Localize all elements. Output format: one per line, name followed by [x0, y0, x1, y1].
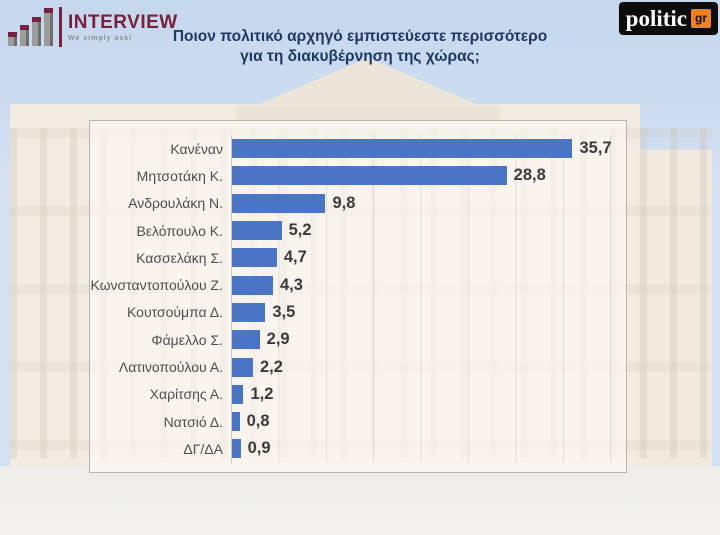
- background-ground: [0, 466, 720, 535]
- bar: [232, 248, 277, 268]
- bar-track: 4,3: [231, 271, 624, 299]
- bar: [232, 330, 260, 350]
- category-label: Φάμελλο Σ.: [151, 331, 223, 348]
- bar: [232, 193, 326, 213]
- bar-track: 4,7: [231, 244, 624, 272]
- bar: [232, 166, 507, 186]
- category-label: Λατινοπούλου Α.: [118, 359, 223, 376]
- chart-row: Λατινοπούλου Α. 2,2: [90, 353, 624, 381]
- chart-row: Μητσοτάκη Κ. 28,8: [90, 162, 624, 190]
- bar-track: 2,2: [231, 353, 624, 381]
- value-label: 28,8: [513, 166, 546, 185]
- bar-track: 2,9: [231, 326, 624, 354]
- bar-track: 5,2: [231, 216, 624, 245]
- chart-rows: Κανέναν 35,7 Μητσοτάκη Κ. 28,8 Ανδρουλάκ…: [90, 135, 624, 463]
- chart-row: Κωνσταντοπούλου Ζ. 4,3: [90, 271, 624, 299]
- chart-row: Κουτσούμπα Δ. 3,5: [90, 298, 624, 327]
- bar-icon-segment: [44, 8, 53, 46]
- chart-title-line2: για τη διακυβέρνηση της χώρας;: [240, 47, 480, 65]
- category-label: Κασσελάκη Σ.: [136, 249, 223, 266]
- value-label: 0,8: [246, 412, 270, 431]
- logo-divider: [59, 7, 62, 47]
- politic-logo: politic gr: [618, 2, 718, 35]
- politic-logo-gr-badge: gr: [691, 9, 711, 28]
- value-label: 0,9: [247, 439, 271, 458]
- politic-logo-text: politic: [625, 6, 687, 31]
- value-label: 9,8: [332, 193, 356, 212]
- interview-logo-text: INTERVIEW: [68, 11, 178, 33]
- value-label: 4,7: [283, 248, 307, 267]
- value-label: 3,5: [272, 302, 296, 321]
- bar: [232, 384, 244, 404]
- value-label: 2,9: [266, 330, 290, 349]
- interview-logo-tagline: We simply ask!: [68, 34, 133, 42]
- chart-row: Νατσιό Δ. 0,8: [90, 407, 624, 436]
- bar: [232, 302, 266, 322]
- interview-logo: INTERVIEW We simply ask!: [8, 4, 178, 50]
- parliament-pediment: [250, 58, 486, 108]
- value-label: 5,2: [288, 221, 312, 240]
- chart-row: Ανδρουλάκη Ν. 9,8: [90, 189, 624, 217]
- bar-track: 35,7: [231, 135, 624, 163]
- bar: [232, 139, 573, 159]
- chart-row: Κασσελάκη Σ. 4,7: [90, 244, 624, 272]
- category-label: Ανδρουλάκη Ν.: [128, 195, 223, 212]
- category-label: Βελόπουλο Κ.: [136, 222, 223, 239]
- category-label: Κανέναν: [170, 140, 223, 157]
- chart-row: Φάμελλο Σ. 2,9: [90, 326, 624, 354]
- parliament-building-wing: [636, 150, 712, 470]
- bar: [232, 412, 240, 432]
- bar-track: 0,8: [231, 407, 624, 436]
- category-label: Νατσιό Δ.: [163, 413, 223, 430]
- bar-track: 0,9: [231, 435, 624, 463]
- value-label: 4,3: [280, 275, 303, 294]
- category-label: Κουτσούμπα Δ.: [126, 304, 223, 321]
- chart-title-line1: Ποιον πολιτικό αρχηγό εμπιστεύεστε περισ…: [172, 28, 548, 45]
- chart-panel: Κανέναν 35,7 Μητσοτάκη Κ. 28,8 Ανδρουλάκ…: [89, 120, 627, 473]
- category-label: Χαρίτσης Α.: [149, 386, 223, 403]
- parliament-entablature: [236, 106, 500, 120]
- chart-row: Κανέναν 35,7: [90, 135, 624, 163]
- chart-row: Χαρίτσης Α. 1,2: [90, 380, 624, 408]
- bar-chart-icon: [8, 8, 53, 46]
- bar-track: 28,8: [231, 162, 624, 190]
- category-label: ΔΓ/ΔΑ: [183, 440, 223, 457]
- category-label: Μητσοτάκη Κ.: [136, 167, 223, 184]
- value-label: 1,2: [250, 384, 274, 403]
- bar-track: 9,8: [231, 189, 624, 217]
- bar-icon-segment: [32, 17, 41, 46]
- bar: [232, 439, 241, 459]
- value-label: 35,7: [579, 139, 612, 158]
- value-label: 2,2: [259, 357, 283, 376]
- bar: [232, 357, 253, 377]
- bar-icon-segment: [20, 25, 29, 46]
- bar-track: 3,5: [231, 298, 624, 327]
- bar-track: 1,2: [231, 380, 624, 408]
- bar: [232, 221, 282, 241]
- bar: [232, 275, 273, 295]
- chart-row: ΔΓ/ΔΑ 0,9: [90, 435, 624, 463]
- chart-row: Βελόπουλο Κ. 5,2: [90, 216, 624, 245]
- category-label: Κωνσταντοπούλου Ζ.: [90, 277, 223, 294]
- chart-title: Ποιον πολιτικό αρχηγό εμπιστεύεστε περισ…: [0, 27, 720, 67]
- bar-icon-segment: [8, 32, 17, 46]
